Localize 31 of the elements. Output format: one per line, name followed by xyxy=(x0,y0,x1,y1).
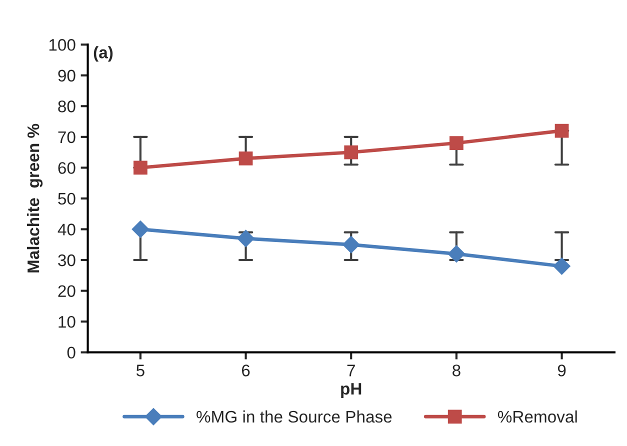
x-tick-label: 7 xyxy=(347,364,355,376)
point xyxy=(342,236,360,254)
point xyxy=(448,245,466,262)
y-axis-title: Malachite green % xyxy=(27,124,43,272)
y-tick-label: 60 xyxy=(58,162,76,174)
point xyxy=(237,230,254,248)
y-tick-label: 80 xyxy=(58,100,76,112)
x-tick-label: 6 xyxy=(242,364,250,376)
y-tick-label: 30 xyxy=(58,254,76,266)
y-tick-label: 50 xyxy=(58,192,76,205)
y-tick-label: 0 xyxy=(67,346,76,359)
y-tick-label: 10 xyxy=(58,316,76,328)
y-tick-label: 90 xyxy=(58,70,76,82)
y-tick-label: 70 xyxy=(58,131,76,144)
y-tick-label: 100 xyxy=(49,39,76,51)
point xyxy=(134,160,148,175)
point xyxy=(132,220,149,238)
y-tick-label: 20 xyxy=(58,285,76,297)
point xyxy=(553,258,570,275)
y-tick-label: 40 xyxy=(58,224,76,236)
legend-label: %Removal xyxy=(498,410,577,423)
point xyxy=(450,136,464,150)
x-tick-label: 9 xyxy=(558,364,566,376)
x-axis-title: pH xyxy=(341,383,362,398)
x-tick-label: 8 xyxy=(452,364,460,376)
point xyxy=(554,124,569,138)
point xyxy=(238,152,253,166)
point xyxy=(344,145,358,160)
x-tick-label: 5 xyxy=(136,364,144,376)
annotation: (a) xyxy=(94,46,113,62)
legend-label: %MG in the Source Phase xyxy=(196,410,392,423)
